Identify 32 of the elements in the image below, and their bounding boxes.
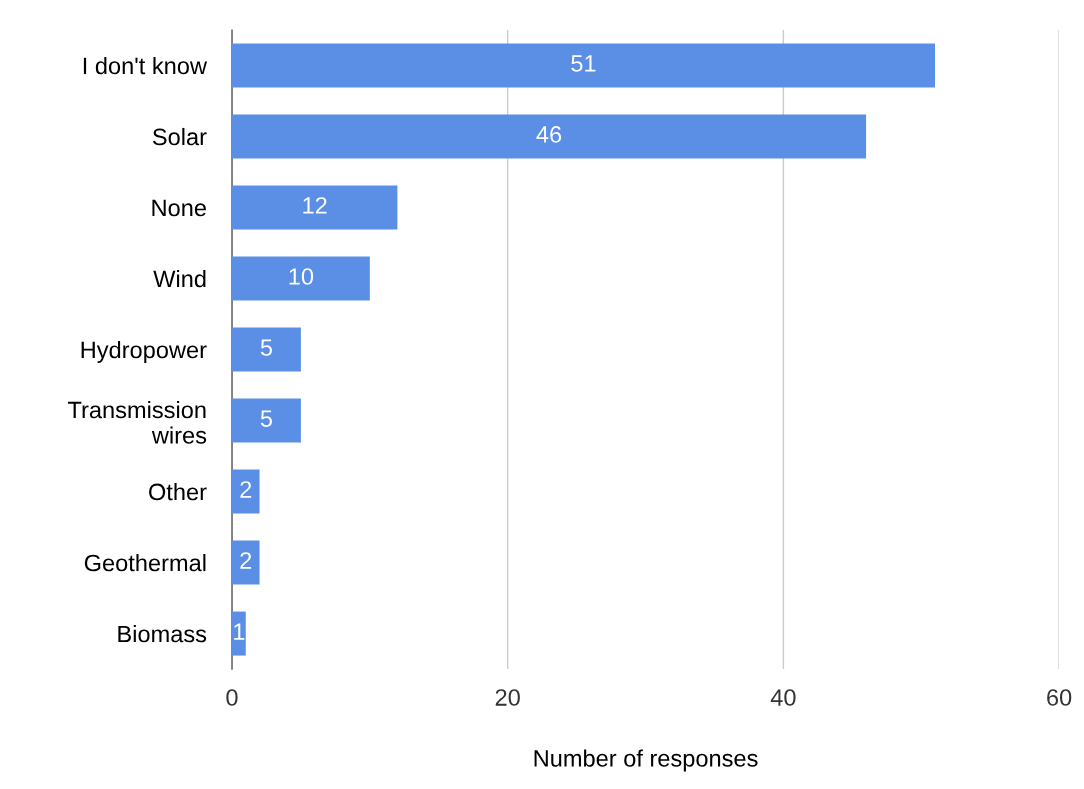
data-label: 1 [234,623,245,640]
bar [231,469,260,514]
bar [231,398,301,443]
bar [231,611,246,656]
data-label: 51 [571,55,596,72]
data-label: 5 [260,410,273,427]
data-label: 2 [240,481,252,498]
y-tick-label: I don't know [83,56,208,75]
data-label: 46 [536,126,562,143]
x-tick-label: 40 [770,689,796,706]
y-tick-label: Wind [153,269,206,288]
bar [231,540,260,585]
data-label: 5 [260,339,273,356]
y-tick-label: Other [149,482,207,501]
bar [231,43,935,88]
y-tick-label: Geothermal [84,554,206,572]
bar [231,256,370,301]
bar [231,185,398,230]
bar [231,114,867,159]
x-axis-title: Number of responses [534,749,758,772]
data-label: 10 [289,268,314,285]
y-tick-label: Hydropower [81,340,207,363]
x-tick-label: 0 [226,689,238,706]
y-tick-label: None [152,199,206,217]
y-tick-label: Solar [152,127,207,146]
y-tick-label: Transmission wires [68,400,207,444]
bar [231,327,301,372]
x-tick-label: 60 [1047,689,1072,706]
x-tick-label: 20 [495,689,520,706]
y-tick-label: Biomass [118,625,207,643]
data-label: 2 [240,552,252,569]
data-label: 12 [303,197,327,214]
